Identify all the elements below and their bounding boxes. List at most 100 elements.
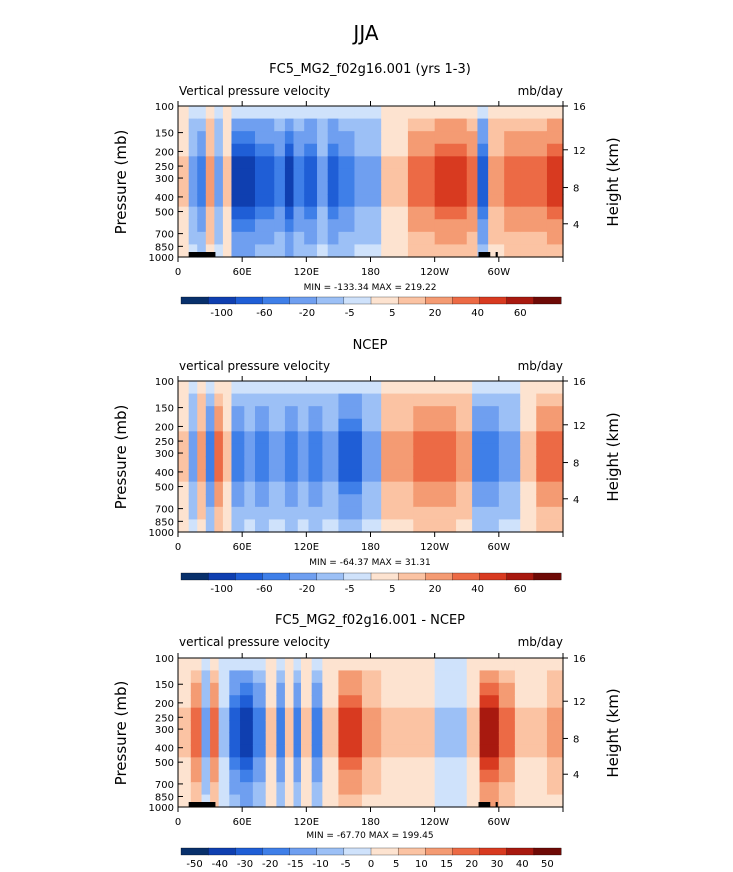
field-cell (178, 106, 190, 120)
field-cell (229, 782, 241, 796)
field-cell (268, 381, 286, 395)
field-cell (498, 519, 521, 533)
y-tick-label: 700 (155, 505, 174, 516)
field-cell (300, 682, 313, 696)
y-tick-right-label: 12 (573, 697, 586, 708)
field-cell (265, 707, 277, 721)
field-cell (536, 381, 564, 395)
field-cell (205, 143, 215, 157)
field-cell (284, 481, 299, 495)
field-cell (190, 769, 203, 783)
field-cell (205, 106, 215, 120)
field-cell (546, 682, 564, 696)
field-cell (293, 181, 305, 195)
y-tick-label: 250 (155, 437, 174, 448)
colorbar-label: -30 (237, 859, 253, 870)
field-cell (240, 782, 254, 796)
field-cell (308, 469, 323, 483)
field-cell (361, 418, 382, 432)
field-cell (178, 168, 190, 183)
field-cell (276, 757, 286, 771)
field-cell (231, 506, 245, 521)
field-cell (317, 106, 329, 120)
field-cell (205, 406, 215, 420)
colorbar-label: 5 (393, 859, 399, 870)
field-cell (265, 658, 277, 672)
field-cell (210, 707, 220, 721)
field-cell (255, 469, 270, 483)
field-cell (231, 168, 256, 183)
x-axis: 0 60E 120E 180 120W 60W (175, 532, 564, 553)
field-cell (231, 406, 245, 420)
field-cell (338, 431, 363, 445)
field-cell (479, 720, 500, 734)
colorbar-swatch (316, 572, 345, 581)
field-cell (514, 794, 548, 808)
field-cell (338, 481, 363, 495)
field-cell (546, 695, 564, 709)
field-cell (354, 231, 382, 246)
field-cell (311, 769, 323, 783)
field-cell (466, 658, 481, 672)
field-cell (190, 744, 203, 758)
field-cell (284, 670, 295, 684)
field-cell (284, 494, 299, 508)
field-cell (214, 106, 224, 120)
field-cell (466, 219, 479, 233)
field-cell (407, 732, 436, 746)
field-cell (504, 168, 521, 183)
field-cell (361, 393, 382, 407)
field-cell (201, 757, 211, 771)
field-cell (381, 720, 409, 734)
field-cell (338, 494, 363, 508)
field-cell (498, 481, 521, 495)
field-cell (413, 506, 457, 521)
field-cell (488, 156, 505, 170)
field-cell (322, 782, 340, 796)
field-cell (252, 707, 267, 721)
colorbar-swatch (289, 572, 318, 581)
field-cell (293, 231, 305, 246)
field-cell (498, 658, 516, 672)
field-cell (178, 670, 192, 684)
field-cell (268, 494, 286, 508)
field-cell (222, 219, 233, 233)
field-cell (268, 418, 286, 432)
field-cell (322, 418, 340, 432)
field-cell (338, 732, 363, 746)
field-cell (244, 494, 256, 508)
field-cell (488, 244, 505, 258)
field-cell (188, 431, 198, 445)
colorbar-swatch (370, 296, 399, 305)
field-cell (413, 406, 457, 420)
field-cell (300, 658, 313, 672)
y-tick-label: 300 (155, 449, 174, 460)
field-cell (322, 695, 340, 709)
field-cell (536, 456, 564, 470)
field-cell (222, 494, 233, 508)
field-cell (381, 695, 409, 709)
field-cell (498, 431, 521, 445)
field-cell (322, 682, 340, 696)
field-cell (255, 481, 270, 495)
field-cell (498, 418, 521, 432)
x-tick-label: 60E (233, 267, 252, 278)
colorbar-swatch (425, 847, 453, 856)
min-max-stats: MIN = -133.34 MAX = 219.22 (304, 283, 437, 293)
field-cell (297, 519, 310, 533)
field-cell (284, 206, 295, 220)
colorbar-label: 60 (514, 584, 527, 595)
field-cell (276, 682, 286, 696)
field-cell (205, 206, 215, 220)
field-cell (244, 443, 256, 458)
terrain-mask (188, 252, 498, 257)
field-cell (297, 494, 310, 508)
field-cell (197, 194, 207, 208)
field-cell (327, 156, 340, 170)
field-cell (536, 406, 564, 420)
colorbar-swatch (425, 296, 453, 305)
colorbar-label: -60 (256, 308, 272, 319)
field-cell (284, 219, 295, 233)
colorbar-label: -50 (186, 859, 202, 870)
field-cell (466, 118, 479, 132)
